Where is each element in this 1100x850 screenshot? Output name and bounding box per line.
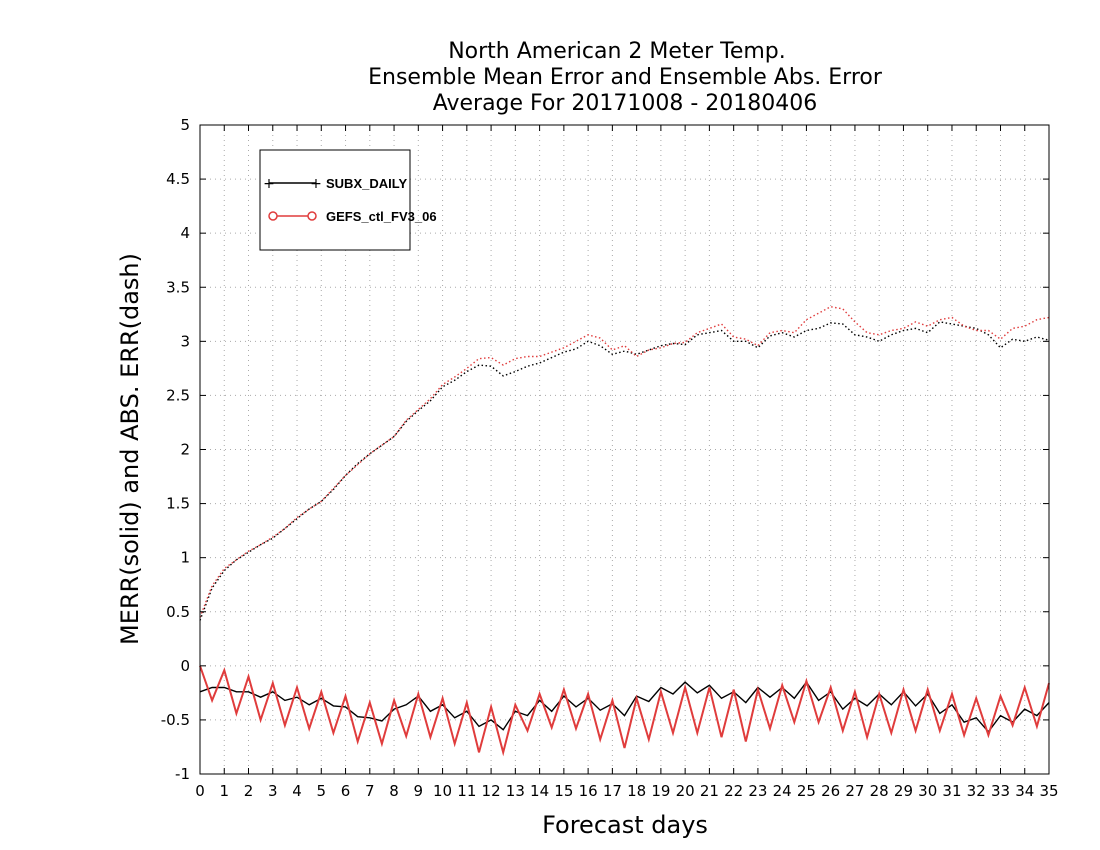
y-tick-label: 3 — [180, 332, 190, 350]
x-tick-label: 0 — [195, 782, 205, 800]
x-tick-label: 18 — [627, 782, 646, 800]
x-tick-label: 17 — [603, 782, 622, 800]
x-tick-label: 26 — [821, 782, 840, 800]
x-tick-label: 15 — [554, 782, 573, 800]
x-tick-label: 16 — [579, 782, 598, 800]
x-tick-label: 13 — [506, 782, 525, 800]
x-tick-label: 25 — [797, 782, 816, 800]
x-tick-label: 21 — [700, 782, 719, 800]
grid — [200, 125, 1049, 774]
y-tick-label: 4 — [180, 224, 190, 242]
x-tick-label: 30 — [918, 782, 937, 800]
legend-box — [259, 149, 411, 251]
legend-marker-gefs-right — [307, 211, 317, 221]
y-tick-label: 2.5 — [166, 386, 190, 404]
y-tick-label: -0.5 — [161, 711, 190, 729]
abs-error-line-subx — [199, 321, 1050, 621]
y-tick-label: 3.5 — [166, 278, 190, 296]
x-axis-title: Forecast days — [542, 811, 708, 839]
legend: + + SUBX_DAILY GEFS_ctl_FV3_06 — [259, 149, 437, 251]
legend-marker-subx-right: + — [310, 176, 322, 192]
legend-marker-gefs-left — [268, 211, 278, 221]
x-tick-label: 3 — [268, 782, 278, 800]
x-tick-label: 31 — [942, 782, 961, 800]
x-tick-label: 23 — [748, 782, 767, 800]
x-tick-label: 12 — [482, 782, 501, 800]
x-tick-label: 7 — [365, 782, 375, 800]
title-line-2: Ensemble Mean Error and Ensemble Abs. Er… — [368, 65, 883, 90]
x-tick-label: 32 — [967, 782, 986, 800]
legend-label-subx: SUBX_DAILY — [326, 176, 407, 191]
x-tick-label: 2 — [244, 782, 254, 800]
y-tick-label: 2 — [180, 441, 190, 459]
x-tick-label: 10 — [433, 782, 452, 800]
y-axis: -1 -0.5 0 0.5 1 1.5 2 2.5 3 3.5 4 4.5 5 — [161, 116, 1049, 783]
x-tick-label: 24 — [773, 782, 792, 800]
x-tick-label: 11 — [457, 782, 476, 800]
abs-error-lines — [199, 305, 1050, 621]
legend-marker-subx-left: + — [263, 176, 275, 192]
x-tick-label: 14 — [530, 782, 549, 800]
legend-label-gefs: GEFS_ctl_FV3_06 — [326, 209, 437, 224]
x-tick-label: 5 — [317, 782, 327, 800]
x-tick-label: 35 — [1039, 782, 1058, 800]
x-tick-label: 27 — [845, 782, 864, 800]
y-tick-label: 4.5 — [166, 170, 190, 188]
title-line-3: Average For 20171008 - 20180406 — [433, 91, 818, 116]
y-tick-label: 0.5 — [166, 603, 190, 621]
x-tick-label: 20 — [676, 782, 695, 800]
title-line-1: North American 2 Meter Temp. — [448, 39, 786, 64]
y-tick-label: -1 — [175, 765, 190, 783]
x-tick-label: 9 — [414, 782, 424, 800]
y-tick-label: 1 — [180, 549, 190, 567]
x-tick-label: 34 — [1015, 782, 1034, 800]
x-tick-label: 6 — [341, 782, 351, 800]
x-tick-label: 19 — [651, 782, 670, 800]
y-tick-label: 0 — [180, 657, 190, 675]
y-tick-label: 1.5 — [166, 495, 190, 513]
mean-error-line-gefs — [199, 665, 1050, 757]
x-tick-label: 22 — [724, 782, 743, 800]
x-tick-label: 28 — [870, 782, 889, 800]
x-tick-label: 33 — [991, 782, 1010, 800]
mean-error-lines — [199, 665, 1050, 757]
chart-title: North American 2 Meter Temp. Ensemble Me… — [368, 39, 883, 116]
x-axis: 0 1 2 3 4 5 6 7 8 9 10 11 12 13 14 15 16 17 18 19 20 21 22 23 24… — [195, 125, 1059, 800]
y-tick-label: 5 — [180, 116, 190, 134]
x-tick-label: 4 — [292, 782, 302, 800]
y-axis-title: MERR(solid) and ABS. ERR(dash) — [116, 253, 144, 645]
x-tick-label: 8 — [389, 782, 399, 800]
x-tick-label: 29 — [894, 782, 913, 800]
x-tick-label: 1 — [219, 782, 229, 800]
abs-error-line-gefs — [199, 305, 1050, 618]
